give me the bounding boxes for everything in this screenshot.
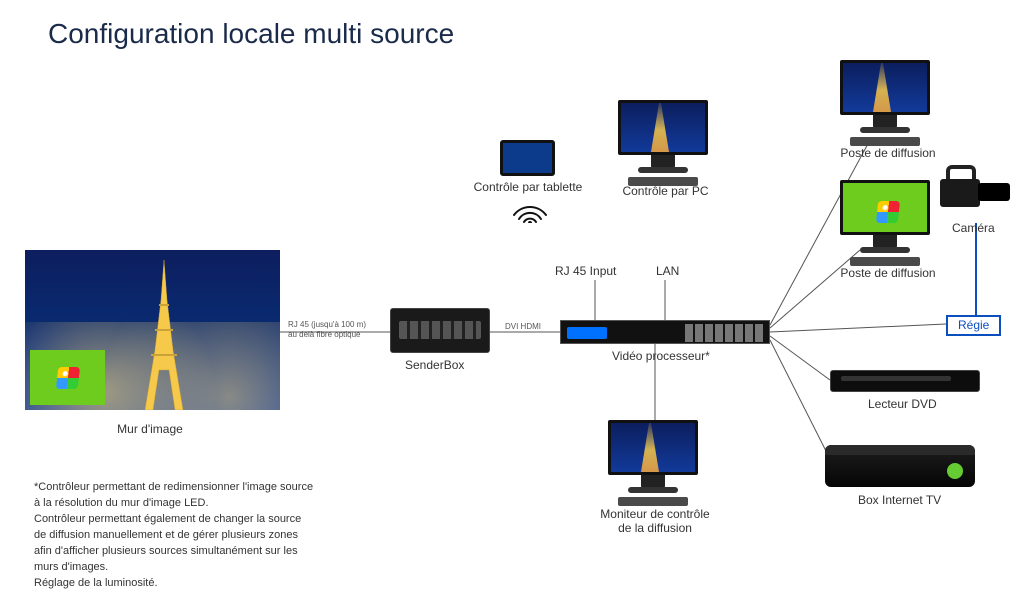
poste-diffusion-2 (840, 180, 930, 266)
windows-icon (55, 367, 79, 389)
dvd-device (830, 370, 980, 392)
control-monitor (608, 420, 698, 506)
settop-device (825, 445, 975, 487)
rj45-line2: au delà fibre optique (288, 330, 361, 339)
lan-label: LAN (656, 264, 679, 278)
poste1-label: Poste de diffusion (833, 146, 943, 160)
regie-box: Régie (946, 315, 1001, 336)
rj45-line1: RJ 45 (jusqu'à 100 m) (288, 320, 366, 329)
video-processor-label: Vidéo processeur* (612, 349, 710, 363)
wall-image (25, 250, 280, 410)
windows-icon (876, 201, 900, 223)
control-pc (618, 100, 708, 186)
tablet-label: Contrôle par tablette (468, 180, 588, 194)
rj45-label: RJ 45 (jusqu'à 100 m) au delà fibre opti… (288, 320, 366, 339)
rj45-input-label: RJ 45 Input (555, 264, 616, 278)
control-pc-label: Contrôle par PC (618, 184, 713, 198)
eiffel-icon (145, 260, 183, 410)
senderbox-label: SenderBox (405, 358, 464, 372)
wall-label: Mur d'image (100, 422, 200, 436)
camera-device (940, 165, 1020, 213)
dvihdmi-label: DVI HDMI (505, 322, 541, 332)
senderbox-device (390, 308, 490, 353)
footnote: *Contrôleur permettant de redimensionner… (34, 480, 314, 592)
camera-label: Caméra (952, 221, 995, 235)
pip-window (30, 350, 105, 405)
wifi-icon (510, 197, 550, 223)
settop-label: Box Internet TV (858, 493, 941, 507)
poste2-label: Poste de diffusion (833, 266, 943, 280)
poste-diffusion-1 (840, 60, 930, 146)
video-processor-device (560, 320, 770, 344)
control-monitor-label: Moniteur de contrôle de la diffusion (590, 507, 720, 536)
page-title: Configuration locale multi source (48, 18, 454, 50)
dvd-label: Lecteur DVD (868, 397, 937, 411)
tablet-device (500, 140, 555, 176)
